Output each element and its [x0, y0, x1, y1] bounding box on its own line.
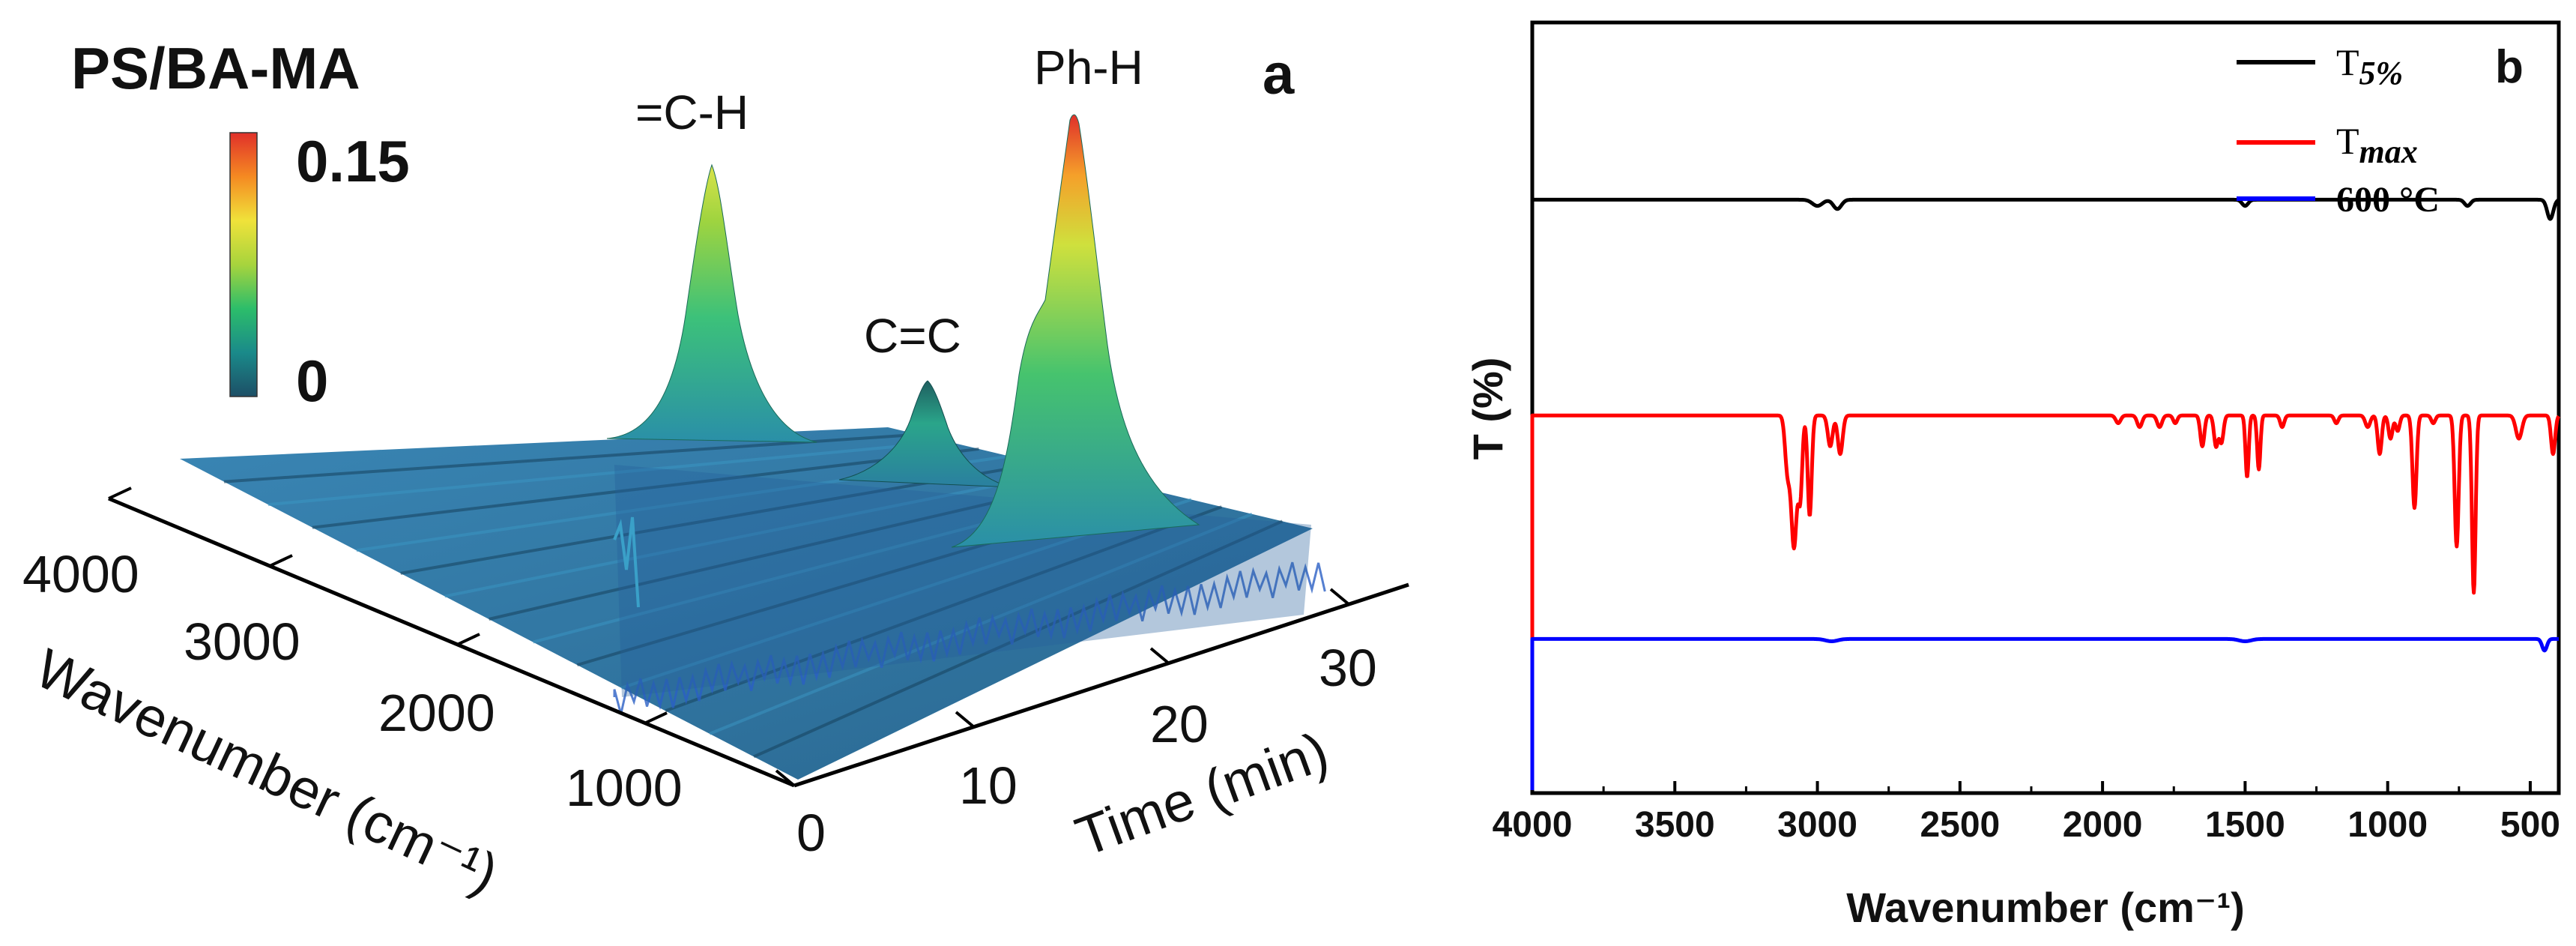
ridge-line: [312, 447, 979, 529]
x-tick-label: 1500: [2205, 805, 2285, 845]
x-tick-label: 3500: [1635, 805, 1715, 845]
ridge-line: [444, 469, 1071, 598]
wavenumber-axis-line: [108, 496, 795, 788]
panel-a: PS/BA-MA a 0.15 0 4000 3000 2000 1000 0 …: [22, 35, 1409, 905]
wavenumber-axis-title: Wavenumber (cm⁻¹): [26, 636, 507, 905]
panel-b: 4000 3500 3000 2500 2000 1500 1000 500 b Wavenu…: [1464, 20, 2561, 931]
x-tick-label: 1000: [2347, 805, 2428, 845]
time-axis-line: [793, 582, 1409, 788]
peak-label-cc: C=C: [864, 309, 961, 363]
panel-a-label: a: [1263, 43, 1295, 106]
colorbar-max-label: 0.15: [296, 128, 410, 194]
peak-surface-phh: [951, 114, 1200, 548]
wavenumber-tick-4000: 4000: [22, 545, 139, 603]
time-tick-mark: [955, 711, 976, 729]
wavenumber-tick-mark: [269, 554, 293, 567]
colorbar: [229, 132, 258, 397]
time-tick-0: 0: [796, 804, 826, 862]
series-line-tmax: [1530, 413, 2561, 790]
noise-trace: [613, 561, 1326, 714]
wavenumber-tick-mark: [456, 633, 480, 646]
wavenumber-tick-2000: 2000: [378, 684, 495, 742]
ridge-line: [267, 440, 949, 507]
peak-label-phh: Ph-H: [1034, 40, 1143, 94]
series-line-600c: [1530, 636, 2560, 790]
ridge-line: [665, 505, 1223, 713]
x-tick-label: 2000: [2063, 805, 2143, 845]
wavenumber-tick-1000: 1000: [566, 759, 683, 817]
panel-b-label: b: [2495, 41, 2524, 93]
legend-entry-tmax: Tmax: [2336, 120, 2418, 170]
legend-t5-sub: 5%: [2359, 55, 2404, 91]
legend-entry-600c: 600 °C: [2336, 180, 2440, 220]
time-tick-mark: [1149, 647, 1170, 665]
legend-tmax-sub: max: [2359, 133, 2418, 170]
x-tick-label: 2500: [1920, 805, 2000, 845]
legend-tmax-prefix: T: [2336, 120, 2359, 162]
x-axis-title: Wavenumber (cm⁻¹): [1846, 884, 2245, 931]
legend: T5% Tmax 600 °C: [2237, 41, 2440, 220]
wavenumber-ticks: [108, 486, 668, 725]
x-tick-label: 3000: [1777, 805, 1857, 845]
series-line-t5: [1530, 197, 2560, 790]
peak-surface-cc: [838, 380, 1012, 488]
wavenumber-tick-3000: 3000: [184, 612, 300, 671]
time-tick-20: 20: [1150, 695, 1209, 753]
y-axis-title: T (%): [1464, 358, 1511, 460]
time-ticks: [775, 588, 1350, 787]
x-tick-label: 4000: [1493, 805, 1573, 845]
legend-t5-prefix: T: [2336, 41, 2359, 83]
legend-entry-t5: T5%: [2336, 41, 2403, 91]
panel-a-title: PS/BA-MA: [71, 35, 360, 101]
time-tick-10: 10: [959, 756, 1018, 815]
x-ticks: 4000 3500 3000 2500 2000 1500 1000 500: [1493, 781, 2560, 845]
time-tick-mark: [1329, 588, 1350, 606]
series-group: [1530, 197, 2561, 790]
wavenumber-tick-mark: [644, 711, 668, 725]
x-tick-label: 500: [2500, 805, 2560, 845]
wavenumber-tick-mark: [108, 486, 132, 500]
time-tick-mark: [775, 769, 796, 787]
peak-surface-ch: [606, 163, 817, 443]
peak-label-ch: =C-H: [635, 85, 749, 139]
time-tick-30: 30: [1319, 639, 1377, 697]
ridge-line: [753, 519, 1284, 759]
colorbar-min-label: 0: [296, 348, 328, 414]
small-spike: [613, 516, 640, 608]
